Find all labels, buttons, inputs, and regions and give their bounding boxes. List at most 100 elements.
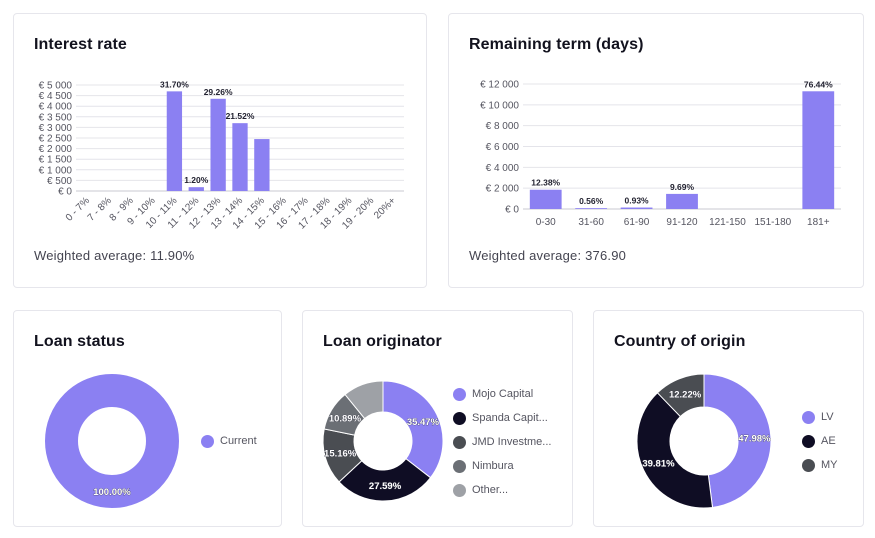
donut-data-label: 100.00% [93,487,131,498]
legend-swatch-icon [453,483,466,497]
x-category-label: 151-180 [755,217,792,228]
legend-swatch-icon [802,458,815,472]
y-tick-label: € 4 000 [486,163,520,174]
y-tick-label: € 500 [47,176,72,187]
x-category-label: 20%+ [372,195,398,221]
donut-data-label: 39.81% [642,458,675,469]
legend-item[interactable]: Nimbura [453,454,551,478]
y-tick-label: € 8 000 [486,121,520,132]
legend-swatch-icon [453,411,466,425]
bar [210,98,226,191]
country-of-origin-donut-chart: 47.98% 39.81% 12.22% [636,373,772,509]
legend-item[interactable]: AE [802,429,838,453]
bar-data-label: 0.93% [625,196,650,206]
y-tick-label: € 10 000 [480,100,519,111]
donut-data-label: 10.89% [329,413,362,424]
interest-rate-title: Interest rate [34,36,127,53]
legend-label: Spanda Capit... [472,412,548,424]
bar [575,208,608,209]
bar-data-label: 1.20% [184,175,209,185]
legend-swatch-icon [453,459,466,473]
y-tick-label: € 2 000 [39,144,73,155]
bar [620,207,653,209]
bar [802,91,835,209]
legend-item[interactable]: MY [802,453,838,477]
y-tick-label: € 0 [58,187,72,198]
x-category-label: 0-30 [536,217,556,228]
legend-label: MY [821,459,838,471]
legend-label: Mojo Capital [472,388,534,400]
legend-item[interactable]: JMD Investme... [453,430,551,454]
donut-data-label: 27.59% [369,481,402,492]
legend-swatch-icon [802,410,815,424]
y-tick-label: € 3 500 [39,112,73,123]
legend-label: LV [821,411,834,423]
bar-data-label: 12.38% [531,178,560,188]
legend-label: AE [821,435,836,447]
legend-label: Current [220,435,257,447]
y-tick-label: € 6 000 [486,142,520,153]
legend-item[interactable]: Other... [453,478,551,502]
legend-item[interactable]: Current [201,429,257,453]
legend-item[interactable]: Mojo Capital [453,382,551,406]
x-category-label: 181+ [807,217,830,228]
country-of-origin-title: Country of origin [614,333,746,350]
bar-data-label: 21.52% [226,111,255,121]
loan-status-donut-chart: 100.00% [45,374,179,508]
legend-swatch-icon [802,434,815,448]
y-tick-label: € 5 000 [39,81,73,92]
x-category-label: 121-150 [709,217,746,228]
x-category-label: 61-90 [624,217,650,228]
donut-data-label: 15.16% [324,449,357,460]
loan-originator-card: Loan originator 35.47% 27.59% 15.16% 10.89%… [302,310,573,527]
x-category-label: 31-60 [578,217,604,228]
y-tick-label: € 3 000 [39,123,73,134]
donut-data-label: 35.47% [407,417,440,428]
remaining-term-weighted-average: Weighted average: 376.90 [469,248,627,263]
y-tick-label: € 4 000 [39,102,73,113]
loan-status-card: Loan status 100.00% Current [13,310,282,527]
bar [666,193,698,209]
legend-swatch-icon [453,435,466,449]
bar-data-label: 9.69% [670,182,695,192]
donut-data-label: 47.98% [738,433,771,444]
interest-rate-weighted-average: Weighted average: 11.90% [34,248,195,263]
legend-label: Nimbura [472,460,514,472]
loan-originator-legend: Mojo Capital Spanda Capit... JMD Investme.… [453,382,551,502]
loan-originator-donut-chart: 35.47% 27.59% 15.16% 10.89% [322,380,444,502]
legend-item[interactable]: Spanda Capit... [453,406,551,430]
bar-data-label: 29.26% [204,87,233,97]
y-tick-label: € 1 500 [39,155,73,166]
legend-label: Other... [472,484,509,496]
donut-slice [45,374,179,508]
interest-rate-card: Interest rate € 0 € 500 € 1 000 € 1 500 € 2 … [13,13,427,288]
interest-rate-chart: € 0€ 500€ 1 000€ 1 500€ 2 000€ 2 500€ 3 … [39,79,404,231]
legend-item[interactable]: LV [802,405,838,429]
y-tick-label: € 0 [505,205,519,216]
legend-swatch-icon [453,387,466,401]
bar [166,91,183,191]
donut-slice [344,380,384,420]
y-tick-label: € 1 000 [39,165,73,176]
remaining-term-title: Remaining term (days) [469,36,644,53]
y-tick-label: € 2 500 [39,134,73,145]
x-category-label: 91-120 [666,217,698,228]
legend-label: JMD Investme... [472,436,552,448]
donut-data-label: 12.22% [669,390,702,401]
donut-slice [338,458,432,502]
remaining-term-chart: € 0 € 2 000 € 4 000 € 6 000 € 8 000 € 10 000 €… [480,79,841,228]
legend-swatch-icon [201,434,214,448]
bar [529,189,562,209]
y-tick-label: € 4 500 [39,91,73,102]
bar [188,187,204,191]
y-tick-label: € 2 000 [486,184,520,195]
bar [254,139,270,191]
loan-status-title: Loan status [34,333,125,350]
loan-originator-title: Loan originator [323,333,442,350]
bar [232,123,248,191]
country-of-origin-legend: LV AE MY [802,405,838,477]
donut-slice [703,373,772,509]
donut-slice [636,392,714,509]
y-tick-label: € 12 000 [480,80,519,91]
bar-data-label: 76.44% [804,79,833,89]
